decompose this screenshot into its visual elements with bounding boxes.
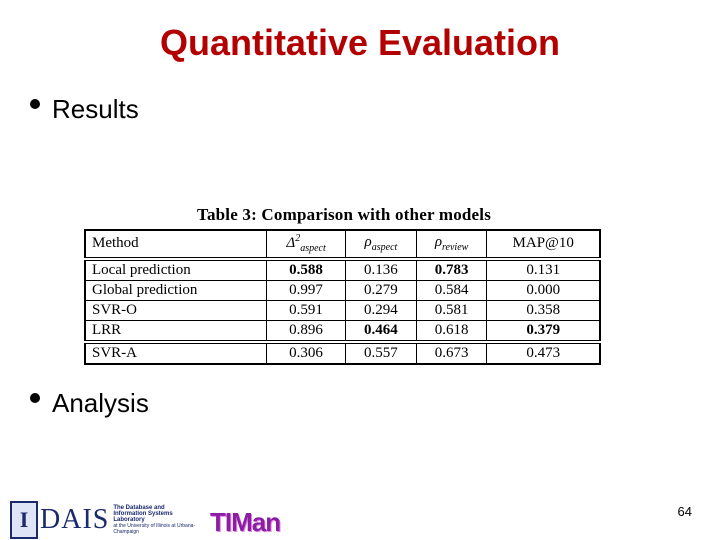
- row-value: 0.584: [415, 280, 488, 301]
- row-value: 0.896: [265, 320, 347, 343]
- row-value: 0.306: [265, 340, 347, 365]
- row-method: SVR-O: [84, 300, 267, 321]
- row-method: LRR: [84, 320, 267, 343]
- header-method: Method: [84, 229, 267, 260]
- header-rho-review: ρreview: [415, 229, 488, 260]
- row-value: 0.131: [486, 257, 601, 281]
- dais-logo-text: DAIS: [40, 504, 110, 535]
- row-value: 0.294: [345, 300, 417, 321]
- dais-logo: I DAIS The Database and Information Syst…: [10, 501, 204, 539]
- comparison-table-figure: Table 3: Comparison with other models Me…: [84, 205, 604, 365]
- bullet-analysis-text: Analysis: [52, 388, 149, 418]
- row-value: 0.618: [415, 320, 488, 343]
- row-value: 0.557: [345, 340, 417, 365]
- row-value: 0.588: [265, 257, 347, 281]
- table-header-row: Method Δ2aspect ρaspect ρreview MAP@10: [84, 229, 601, 260]
- table-row: SVR-A 0.306 0.557 0.673 0.473: [84, 340, 601, 365]
- header-delta-symbol: Δ: [286, 235, 296, 251]
- row-value: 0.783: [415, 257, 488, 281]
- header-rho-aspect-sub: aspect: [371, 242, 398, 253]
- header-delta-sub: aspect: [300, 243, 326, 254]
- dais-mark-icon: I: [10, 501, 38, 539]
- header-rho-review-symbol: ρ: [434, 234, 443, 250]
- row-value: 0.464: [345, 320, 417, 343]
- row-method: SVR-A: [84, 340, 267, 365]
- header-map10: MAP@10: [486, 229, 601, 260]
- row-value: 0.673: [415, 340, 488, 365]
- bullet-results-text: Results: [52, 94, 139, 124]
- row-value: 0.591: [265, 300, 347, 321]
- comparison-table: Method Δ2aspect ρaspect ρreview MAP@10 L…: [84, 229, 601, 365]
- header-delta-aspect: Δ2aspect: [265, 229, 347, 260]
- table-row: LRR 0.896 0.464 0.618 0.379: [84, 320, 601, 343]
- row-value: 0.279: [345, 280, 417, 301]
- row-value: 0.581: [415, 300, 488, 321]
- row-value: 0.379: [486, 320, 601, 343]
- header-rho-aspect: ρaspect: [345, 229, 417, 260]
- row-value: 0.997: [265, 280, 347, 301]
- slide-title: Quantitative Evaluation: [159, 22, 561, 63]
- table-row: Local prediction 0.588 0.136 0.783 0.131: [84, 257, 601, 281]
- dais-sub-line1: The Database and Information Systems Lab…: [113, 505, 173, 523]
- header-rho-review-sub: review: [442, 242, 469, 253]
- bullet-dot-icon: [30, 98, 40, 109]
- table-row: SVR-O 0.591 0.294 0.581 0.358: [84, 300, 601, 321]
- row-method: Local prediction: [84, 257, 267, 281]
- row-value: 0.358: [486, 300, 601, 321]
- row-value: 0.473: [486, 340, 601, 365]
- header-rho-aspect-symbol: ρ: [364, 234, 372, 250]
- bullet-results: Results: [30, 94, 139, 125]
- row-value: 0.136: [345, 257, 417, 281]
- row-value: 0.000: [486, 280, 601, 301]
- timan-logo: TIMan: [210, 507, 281, 537]
- bullet-analysis: Analysis: [30, 388, 149, 419]
- header-delta-sup: 2: [295, 233, 301, 244]
- table-row: Global prediction 0.997 0.279 0.584 0.00…: [84, 280, 601, 301]
- bullet-dot-icon: [30, 392, 40, 403]
- table-caption: Table 3: Comparison with other models: [196, 205, 492, 224]
- dais-logo-subtitle: The Database and Information Systems Lab…: [113, 505, 197, 535]
- page-number: 64: [677, 504, 692, 519]
- dais-sub-line2: at the University of Illinois at Urbana-…: [113, 523, 196, 535]
- row-method: Global prediction: [84, 280, 267, 301]
